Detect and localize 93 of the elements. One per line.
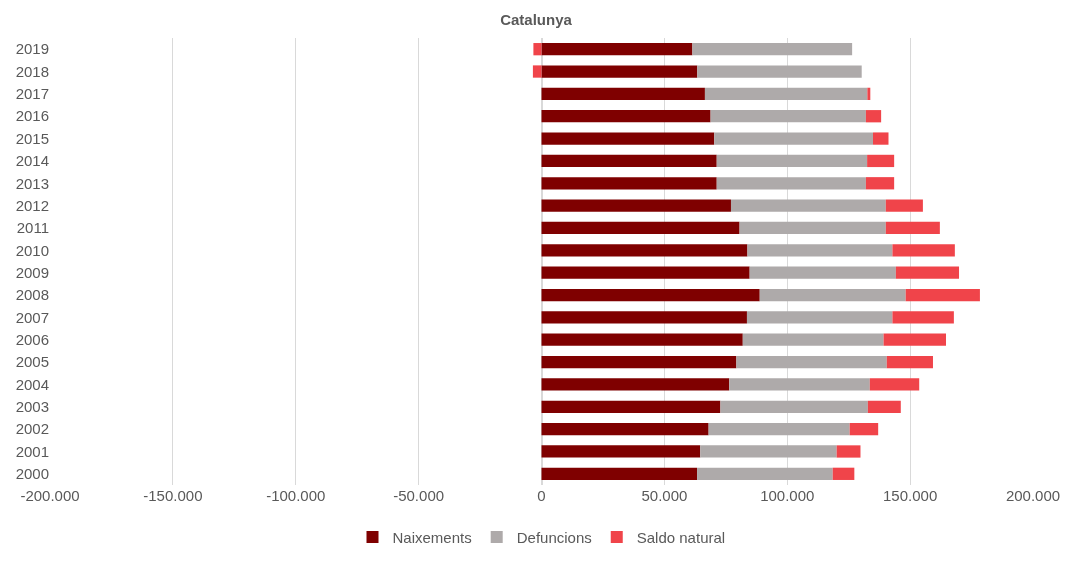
bar xyxy=(708,422,850,436)
bar xyxy=(541,244,748,257)
bar xyxy=(865,110,882,123)
y-tick-label: 2013 xyxy=(15,174,49,192)
y-tick-label: 2014 xyxy=(15,152,49,170)
bar xyxy=(541,65,698,78)
x-tick-label: -100.000 xyxy=(266,487,326,504)
bar xyxy=(867,400,901,413)
bar xyxy=(541,221,740,235)
y-tick-label: 2007 xyxy=(15,308,49,326)
y-tick-label: 2017 xyxy=(15,85,49,103)
bar xyxy=(710,110,866,123)
bar xyxy=(541,311,747,324)
bar xyxy=(867,87,871,101)
bar xyxy=(892,244,955,257)
y-tick-label: 2002 xyxy=(15,420,49,438)
legend-label: Saldo natural xyxy=(636,528,726,546)
bar xyxy=(895,266,960,279)
bar xyxy=(541,266,750,279)
y-tick-label: 2012 xyxy=(15,196,49,214)
y-tick-label: 2003 xyxy=(15,398,49,416)
x-tick-label: -200.000 xyxy=(20,487,80,504)
bar xyxy=(541,288,760,302)
bar xyxy=(541,422,709,436)
x-tick-label: -150.000 xyxy=(143,487,203,504)
x-tick-label: -50.000 xyxy=(393,487,445,504)
bar xyxy=(883,333,946,346)
y-tick-label: 2019 xyxy=(15,40,49,58)
bar xyxy=(697,467,833,480)
x-tick-label: 200.000 xyxy=(1005,487,1061,504)
bar xyxy=(749,266,896,279)
y-tick-label: 2016 xyxy=(15,107,49,125)
bar xyxy=(541,110,711,123)
bar xyxy=(885,221,940,235)
bar xyxy=(736,355,887,369)
bar xyxy=(541,378,730,391)
y-tick-label: 2001 xyxy=(15,442,49,460)
bar xyxy=(865,177,895,190)
bar xyxy=(692,43,853,56)
bar xyxy=(541,333,743,346)
x-tick-label: 50.000 xyxy=(641,487,688,504)
bar xyxy=(541,400,721,413)
y-tick-label: 2006 xyxy=(15,330,49,348)
bar xyxy=(892,311,954,324)
y-tick-label: 2010 xyxy=(15,241,49,259)
bar xyxy=(697,65,862,78)
bar xyxy=(759,288,906,302)
x-tick-label: 100.000 xyxy=(760,487,815,504)
x-tick-label: 0 xyxy=(537,487,546,504)
bar xyxy=(700,445,837,458)
bar xyxy=(716,177,866,190)
y-tick-label: 2005 xyxy=(15,353,49,371)
bar xyxy=(541,355,737,369)
y-tick-label: 2018 xyxy=(15,62,49,80)
bar xyxy=(541,154,717,168)
legend-label: Defuncions xyxy=(516,528,592,546)
bar xyxy=(541,467,698,480)
bar xyxy=(747,244,893,257)
bar xyxy=(873,132,889,145)
bar xyxy=(541,177,717,190)
bar xyxy=(869,378,920,391)
bar xyxy=(730,199,886,212)
legend-label: Naixements xyxy=(392,528,472,546)
bar xyxy=(836,445,861,458)
bar xyxy=(716,154,868,168)
bar xyxy=(885,199,923,212)
bar xyxy=(905,288,980,302)
bar xyxy=(541,199,731,212)
y-tick-label: 2009 xyxy=(15,263,49,281)
y-tick-label: 2008 xyxy=(15,286,49,304)
y-tick-label: 2011 xyxy=(16,219,49,237)
bar xyxy=(704,87,868,101)
bar xyxy=(541,87,705,101)
bar xyxy=(533,43,542,56)
bar xyxy=(746,311,893,324)
bar xyxy=(720,400,868,413)
bar xyxy=(886,355,933,369)
bar xyxy=(729,378,870,391)
y-tick-label: 2000 xyxy=(15,465,49,483)
bar xyxy=(832,467,855,480)
bar xyxy=(714,132,874,145)
bar xyxy=(541,445,701,458)
bar xyxy=(742,333,884,346)
bar xyxy=(541,132,715,145)
y-tick-label: 2015 xyxy=(15,129,49,147)
x-tick-label: 150.000 xyxy=(883,487,938,504)
bar xyxy=(739,221,886,235)
bar xyxy=(532,65,542,78)
bar xyxy=(867,154,895,168)
y-tick-label: 2004 xyxy=(15,375,49,393)
bar xyxy=(849,422,879,436)
bar xyxy=(541,43,693,56)
chart-title: Catalunya xyxy=(500,10,573,28)
